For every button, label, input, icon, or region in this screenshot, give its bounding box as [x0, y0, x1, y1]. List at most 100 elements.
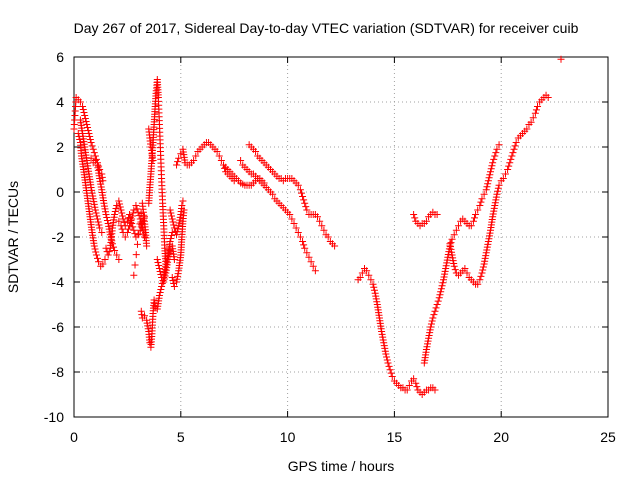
data-point [324, 233, 332, 241]
data-point [111, 211, 119, 218]
data-point [99, 260, 107, 268]
data-point [104, 251, 112, 259]
data-point [168, 229, 176, 236]
data-point-dense [116, 203, 124, 211]
data-point-dense [494, 184, 502, 192]
data-point-dense [118, 212, 126, 220]
data-point [469, 217, 477, 225]
data-point-dense [91, 245, 99, 253]
x-tick-label: 10 [280, 429, 296, 445]
data-point [290, 220, 298, 227]
data-point-dense [147, 146, 155, 154]
data-point-dense [387, 369, 395, 377]
data-point [153, 256, 161, 263]
data-point [178, 202, 186, 209]
data-point [179, 197, 187, 205]
y-axis-label: SDTVAR / TECUs [5, 181, 21, 293]
data-point-dense [479, 266, 487, 274]
data-point [294, 181, 302, 189]
grid-lines [74, 57, 608, 417]
data-point-dense [297, 189, 305, 197]
data-point [113, 251, 121, 259]
data-point-dense [505, 162, 513, 170]
x-tick-label: 5 [177, 429, 185, 445]
data-point [111, 247, 119, 254]
data-point [501, 170, 509, 178]
data-point-dense [490, 155, 498, 163]
data-point [132, 202, 140, 209]
y-tick-label: 0 [56, 184, 64, 200]
data-point-dense [370, 283, 378, 291]
data-point [115, 256, 123, 263]
data-point [294, 229, 302, 236]
data-point [173, 161, 181, 169]
data-point-dense [129, 209, 137, 217]
data-point [367, 276, 375, 284]
data-point [91, 157, 99, 164]
data-point-dense [94, 218, 102, 226]
data-point [369, 280, 377, 288]
x-tick-labels: 0 5 10 15 20 25 [70, 429, 616, 445]
data-point [140, 312, 148, 320]
data-point-dense [494, 187, 502, 195]
data-point [437, 285, 445, 293]
data-point-dense [532, 106, 540, 114]
data-point [478, 195, 486, 203]
data-point [433, 301, 441, 308]
y-tick-label: 2 [56, 139, 64, 155]
y-tick-label: -4 [52, 274, 65, 290]
data-point [303, 206, 311, 214]
data-point [115, 197, 123, 205]
data-point [91, 206, 99, 214]
data-point [155, 292, 163, 299]
data-point-dense [221, 164, 229, 172]
data-point-dense [131, 261, 139, 269]
data-point-dense [95, 221, 103, 229]
data-point [213, 148, 221, 155]
data-point [305, 253, 313, 261]
data-point-dense [82, 118, 90, 125]
data-point [358, 269, 366, 277]
data-point [309, 262, 317, 270]
data-point [484, 177, 492, 185]
data-point-dense [110, 243, 118, 251]
data-point [170, 256, 178, 263]
data-point-dense [90, 149, 98, 157]
data-point-dense [439, 279, 447, 287]
data-point-dense [118, 225, 126, 233]
data-point [410, 211, 418, 218]
data-point [422, 217, 430, 225]
y-tick-label: -8 [52, 364, 65, 380]
data-point [117, 222, 125, 230]
data-point-dense [154, 259, 162, 266]
data-point-dense [300, 241, 308, 249]
data-point-dense [300, 196, 308, 204]
data-point-dense [155, 262, 163, 269]
data-point [452, 226, 460, 234]
data-point [510, 145, 518, 153]
data-point-dense [385, 362, 393, 370]
data-point [143, 242, 151, 250]
data-point [495, 181, 503, 189]
data-point [382, 350, 390, 358]
data-point-dense [170, 221, 178, 229]
x-tick-label: 0 [70, 429, 78, 445]
data-point [121, 233, 129, 241]
data-point [87, 139, 95, 146]
data-point [478, 269, 486, 277]
data-point [506, 159, 514, 167]
data-point [480, 190, 488, 198]
data-point [410, 375, 418, 383]
data-point-dense [430, 311, 438, 319]
data-point [102, 211, 110, 218]
data-point [147, 143, 155, 151]
data-point [149, 157, 157, 164]
data-point-dense [93, 212, 101, 220]
data-point [299, 238, 307, 245]
data-point [386, 366, 394, 374]
data-point [119, 215, 127, 223]
data-point-dense [167, 235, 175, 242]
data-point-dense [80, 109, 88, 116]
data-point-dense [159, 277, 167, 284]
